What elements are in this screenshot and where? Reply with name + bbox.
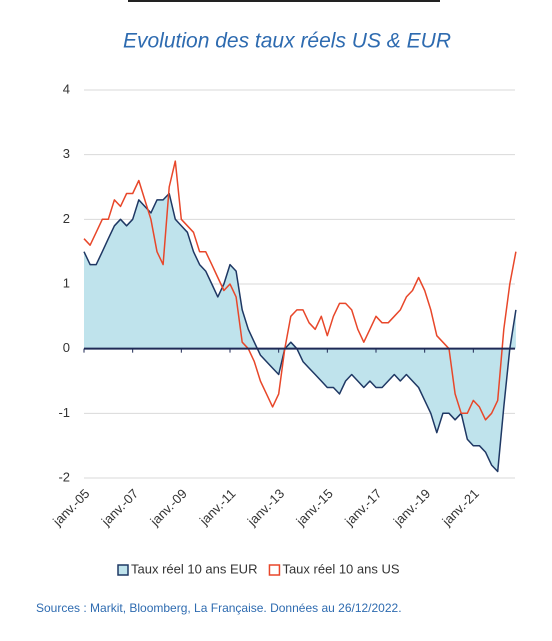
chart-title: Evolution des taux réels US & EUR [123, 30, 451, 53]
y-tick-label: -1 [58, 405, 70, 420]
legend-swatch [117, 564, 129, 576]
x-tick-label: janv.-21 [439, 486, 482, 529]
y-tick-label: 1 [63, 275, 70, 290]
area [84, 193, 516, 472]
series-line [83, 192, 517, 473]
x-tick-label: janv.-17 [341, 486, 384, 529]
y-tick-label: 2 [63, 211, 70, 226]
y-tick-label: -2 [58, 469, 70, 484]
y-tick-label: 0 [63, 340, 70, 355]
x-tick-label: janv.-15 [293, 486, 336, 529]
x-tick-label: janv.-09 [147, 486, 190, 529]
legend-label: Taux réel 10 ans EUR [131, 561, 257, 576]
x-tick-label: janv.-19 [390, 486, 433, 529]
series-line [83, 160, 517, 421]
source-note: Sources : Markit, Bloomberg, La Français… [36, 601, 402, 615]
y-tick-label: 3 [63, 146, 70, 161]
y-tick-label: 4 [63, 81, 70, 96]
x-tick-label: janv.-13 [244, 486, 287, 529]
legend-swatch [268, 564, 281, 576]
legend-label: Taux réel 10 ans US [282, 561, 399, 576]
x-tick-label: janv.-11 [196, 486, 239, 529]
x-tick-label: janv.-05 [49, 486, 92, 529]
x-tick-label: janv.-07 [98, 486, 141, 529]
